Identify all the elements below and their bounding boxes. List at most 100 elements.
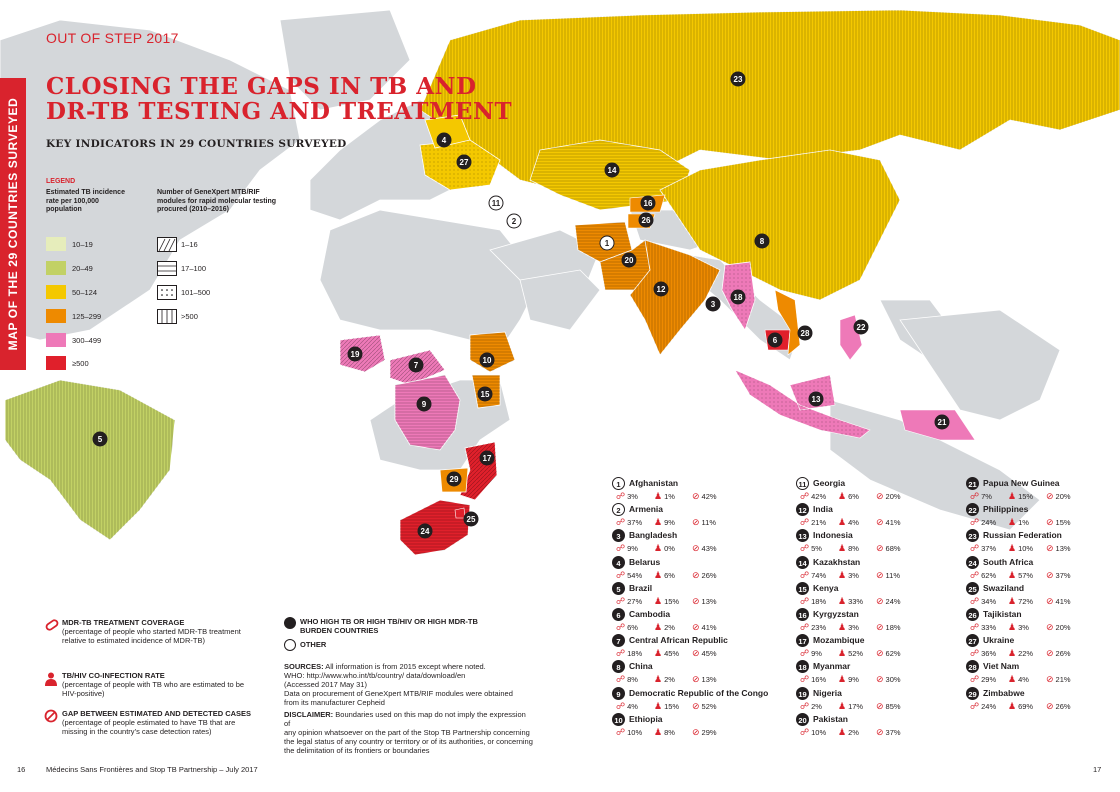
country-entry: 3 Bangladesh ☍ 9% ♟ 0% ⊘ 43% xyxy=(612,529,802,554)
country-entry: 21 Papua New Guinea ☍ 7% ♟ 15% ⊘ 20% xyxy=(966,477,1120,502)
map-marker-circle xyxy=(638,212,654,228)
country-hiv: ♟ 6% xyxy=(654,570,675,581)
country-name: Georgia xyxy=(813,478,846,488)
pill-icon: ☍ xyxy=(616,543,626,554)
pill-icon: ☍ xyxy=(970,491,980,501)
country-gap-value: 41% xyxy=(701,623,717,632)
country-hiv-value: 10% xyxy=(1018,544,1034,554)
map-marker-23: 23 xyxy=(730,71,746,87)
gap-icon: ⊘ xyxy=(692,648,700,659)
country-entry: 10 Ethiopia ☍ 10% ♟ 8% ⊘ 29% xyxy=(612,712,802,738)
country-gap-value: 15% xyxy=(1055,518,1071,528)
pill-icon: ☍ xyxy=(800,569,810,580)
country-gap: ⊘ 45% xyxy=(692,648,717,659)
country-entry: 27 Ukraine ☍ 36% ♟ 22% ⊘ 26% xyxy=(966,634,1120,659)
country-name: Ethiopia xyxy=(629,713,663,724)
map-marker-circle xyxy=(456,154,472,170)
country-name: Ukraine xyxy=(983,635,1015,646)
country-hiv-value: 69% xyxy=(1018,701,1034,711)
country-entry: 9 Democratic Republic of the Congo ☍ 4% ♟ 15%… xyxy=(612,686,802,712)
map-marker-label: 3 xyxy=(711,300,716,309)
country-gap-value: 11% xyxy=(885,570,901,580)
pill-icon: ☍ xyxy=(616,595,626,606)
map-marker-circle xyxy=(640,195,656,211)
person-icon: ♟ xyxy=(1008,622,1017,632)
map-marker-circle xyxy=(705,296,721,312)
map-marker-circle xyxy=(417,523,433,539)
country-hiv: ♟ 17% xyxy=(838,701,863,712)
map-marker-label: 8 xyxy=(760,237,765,246)
country-mdr-value: 8% xyxy=(627,675,638,685)
country-number: 22 xyxy=(966,503,979,517)
country-gap-value: 20% xyxy=(1055,623,1071,632)
disclaimer-text2: any opinion whatsoever on the part of th… xyxy=(284,728,530,737)
country-mdr-value: 23% xyxy=(811,623,827,632)
country-number: 1 xyxy=(612,477,625,490)
country-gap-value: 26% xyxy=(1055,649,1071,659)
country-hiv: ♟ 2% xyxy=(654,674,675,685)
map-marker-circle xyxy=(347,346,363,362)
gap-icon: ⊘ xyxy=(876,543,884,554)
map-marker-20: 20 xyxy=(621,252,637,268)
gap-icon: ⊘ xyxy=(876,726,884,737)
pill-icon: ☍ xyxy=(616,674,626,685)
person-icon: ♟ xyxy=(654,543,663,554)
map-marker-label: 4 xyxy=(442,136,447,145)
map-marker-circle xyxy=(754,233,770,249)
person-icon: ♟ xyxy=(1008,491,1017,501)
legend-swatch-10-19 xyxy=(46,237,66,251)
country-name: Tajikistan xyxy=(983,609,1022,619)
map-marker-9: 9 xyxy=(416,396,432,412)
country-hiv: ♟ 10% xyxy=(1008,543,1033,554)
country-hiv: ♟ 52% xyxy=(838,648,863,659)
pill-icon: ☍ xyxy=(800,543,810,554)
person-icon: ♟ xyxy=(654,517,663,528)
country-mdr: ☍ 74% xyxy=(800,570,826,581)
country-entry: 6 Cambodia ☍ 6% ♟ 2% ⊘ 41% xyxy=(612,608,802,633)
legend-label-50-124: 50–124 xyxy=(72,288,98,297)
legend-label-101-500: 101–500 xyxy=(181,288,211,297)
country-number: 20 xyxy=(796,712,809,726)
page-number-left: 16 xyxy=(17,765,26,774)
gap-icon: ⊘ xyxy=(876,569,884,580)
report-header: OUT OF STEP 2017 xyxy=(46,30,179,46)
gap-icon: ⊘ xyxy=(1046,622,1054,632)
country-mdr-value: 2% xyxy=(811,701,822,711)
map-marker-22: 22 xyxy=(853,319,869,335)
pill-icon: ☍ xyxy=(800,595,810,606)
country-gap-value: 30% xyxy=(885,675,901,685)
country-mdr-value: 18% xyxy=(811,596,827,606)
map-marker-label: 6 xyxy=(773,336,778,345)
key-gap-text: (percentage of people estimated to have … xyxy=(62,718,236,736)
country-mdr-value: 10% xyxy=(627,727,643,737)
country-entry: 13 Indonesia ☍ 5% ♟ 8% ⊘ 68% xyxy=(796,529,986,554)
legend-swatch-50-124 xyxy=(46,285,66,299)
country-mdr: ☍ 24% xyxy=(970,517,996,528)
country-mdr: ☍ 24% xyxy=(970,701,996,712)
country-hiv: ♟ 8% xyxy=(654,727,675,738)
country-gap: ⊘ 41% xyxy=(1046,596,1071,607)
country-mdr: ☍ 34% xyxy=(970,596,996,607)
key-gap-title: GAP BETWEEN ESTIMATED AND DETECTED CASES xyxy=(62,709,252,718)
country-mdr-value: 54% xyxy=(627,570,643,580)
map-marker-10: 10 xyxy=(479,352,495,368)
side-banner-label: MAP OF THE 29 COUNTRIES SURVEYED xyxy=(6,97,20,351)
country-hiv: ♟ 15% xyxy=(654,701,679,712)
map-marker-4: 4 xyxy=(436,132,452,148)
country-gap-value: 13% xyxy=(701,675,717,685)
vertical-lines-icon xyxy=(157,309,177,324)
map-marker-label: 1 xyxy=(605,239,610,248)
gap-icon: ⊘ xyxy=(876,491,884,501)
map-marker-circle xyxy=(767,332,783,348)
country-mdr-value: 24% xyxy=(981,518,997,528)
country-entry: 7 Central African Republic ☍ 18% ♟ 45% ⊘ 45% xyxy=(612,634,802,659)
page-title: CLOSING THE GAPS IN TB AND DR-TB TESTING… xyxy=(46,73,513,125)
country-gap: ⊘ 18% xyxy=(876,622,901,633)
pill-icon: ☍ xyxy=(970,700,980,711)
country-entry: 2 Armenia ☍ 37% ♟ 9% ⊘ 11% xyxy=(612,503,802,528)
country-mdr-value: 4% xyxy=(627,701,638,711)
map-marker-circle xyxy=(730,289,746,305)
country-number: 28 xyxy=(966,660,979,674)
country-name: Central African Republic xyxy=(629,635,728,646)
country-hiv: ♟ 22% xyxy=(1008,648,1033,659)
